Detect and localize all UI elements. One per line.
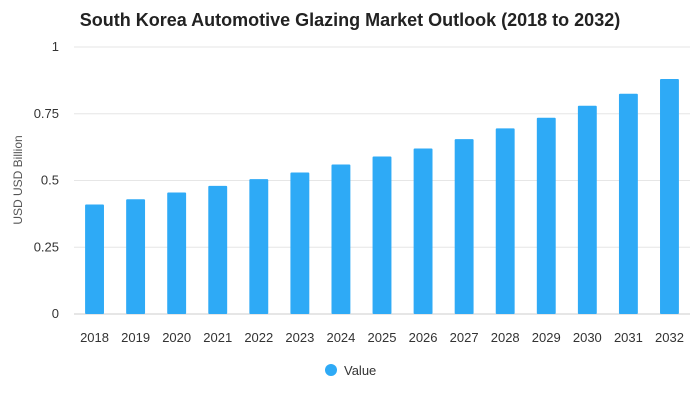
legend-swatch-value bbox=[325, 364, 337, 376]
bar-2018[interactable] bbox=[85, 204, 104, 314]
bar-2020[interactable] bbox=[167, 192, 187, 314]
bar-2021[interactable] bbox=[208, 185, 228, 314]
legend[interactable]: Value bbox=[325, 363, 376, 378]
bar-2029[interactable] bbox=[536, 117, 556, 314]
y-axis-ticks: 0 0.25 0.5 0.75 1 bbox=[34, 39, 59, 321]
x-tick-label: 2021 bbox=[203, 330, 232, 345]
x-axis-ticks: 2018 2019 2020 2021 2022 2023 2024 2025 2026 2027… bbox=[80, 330, 684, 345]
y-tick-label: 0.25 bbox=[34, 239, 59, 254]
x-tick-label: 2022 bbox=[244, 330, 273, 345]
bar-2026[interactable] bbox=[413, 148, 433, 314]
bar-2022[interactable] bbox=[249, 179, 269, 314]
bar-2030[interactable] bbox=[577, 105, 597, 315]
chart-title: South Korea Automotive Glazing Market Ou… bbox=[80, 10, 620, 30]
x-tick-label: 2031 bbox=[614, 330, 643, 345]
bar-2019[interactable] bbox=[126, 199, 146, 314]
y-axis-title: USD USD Billion bbox=[11, 135, 25, 224]
x-tick-label: 2019 bbox=[121, 330, 150, 345]
bar-2024[interactable] bbox=[331, 164, 351, 314]
x-tick-label: 2028 bbox=[491, 330, 520, 345]
bar-2028[interactable] bbox=[495, 128, 515, 314]
x-tick-label: 2032 bbox=[655, 330, 684, 345]
y-tick-label: 0 bbox=[52, 306, 59, 321]
x-tick-label: 2020 bbox=[162, 330, 191, 345]
x-tick-label: 2024 bbox=[326, 330, 355, 345]
legend-label-value: Value bbox=[344, 363, 376, 378]
x-tick-label: 2023 bbox=[285, 330, 314, 345]
bars bbox=[85, 79, 679, 315]
bar-2023[interactable] bbox=[290, 172, 310, 314]
x-tick-label: 2026 bbox=[409, 330, 438, 345]
x-tick-label: 2029 bbox=[532, 330, 561, 345]
y-tick-label: 1 bbox=[52, 39, 59, 54]
x-tick-label: 2027 bbox=[450, 330, 479, 345]
bar-2031[interactable] bbox=[618, 93, 638, 314]
x-tick-label: 2025 bbox=[368, 330, 397, 345]
y-tick-label: 0.5 bbox=[41, 173, 59, 188]
x-tick-label: 2030 bbox=[573, 330, 602, 345]
y-tick-label: 0.75 bbox=[34, 106, 59, 121]
x-tick-label: 2018 bbox=[80, 330, 109, 345]
bar-2027[interactable] bbox=[454, 139, 474, 314]
bar-2025[interactable] bbox=[372, 156, 392, 314]
bar-2032[interactable] bbox=[660, 79, 679, 314]
